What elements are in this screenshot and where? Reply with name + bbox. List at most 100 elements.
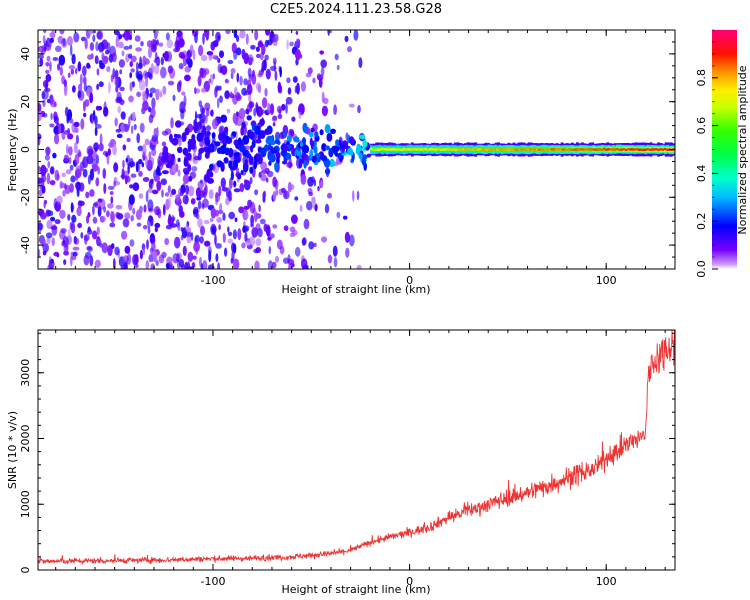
heatmap-cell: [644, 148, 648, 151]
heatmap-cell: [101, 242, 109, 254]
heatmap-cell: [173, 133, 178, 138]
heatmap-cell: [147, 226, 151, 235]
heatmap-cell: [262, 196, 266, 203]
heatmap-cell: [152, 39, 157, 47]
heatmap-cell: [370, 147, 373, 151]
heatmap-cell: [300, 174, 307, 185]
spectrogram-panel: -100 0 100 -40 -20 0 20 40 Height of straight l…: [6, 29, 676, 296]
heatmap-cell: [65, 144, 69, 155]
heatmap-cell: [183, 150, 189, 155]
heatmap-cell: [265, 224, 271, 236]
heatmap-cell: [319, 129, 324, 136]
heatmap-cell: [138, 158, 143, 165]
heatmap-cell: [60, 228, 67, 234]
heatmap-cell: [120, 111, 126, 120]
heatmap-cell: [232, 112, 237, 124]
heatmap-cell: [99, 242, 103, 248]
heatmap-cell: [119, 86, 125, 92]
heatmap-cell: [329, 158, 335, 168]
heatmap-cell: [568, 148, 571, 151]
heatmap-cell: [435, 148, 439, 151]
heatmap-cell: [272, 122, 276, 127]
heatmap-cell: [160, 66, 167, 79]
heatmap-cell: [243, 52, 249, 65]
heatmap-cell: [309, 149, 314, 160]
heatmap-cell: [184, 127, 190, 136]
heatmap-cell: [196, 196, 202, 201]
heatmap-cell: [131, 111, 136, 121]
heatmap-cell: [221, 131, 226, 138]
heatmap-cell: [178, 205, 183, 214]
heatmap-cell: [53, 101, 57, 108]
heatmap-cell: [53, 125, 60, 135]
heatmap-cell: [301, 237, 307, 246]
heatmap-cell: [202, 260, 208, 269]
heatmap-cell: [190, 144, 196, 150]
heatmap-cell: [234, 86, 238, 96]
heatmap-cell: [171, 163, 176, 173]
heatmap-cell: [149, 87, 157, 94]
heatmap-cell: [264, 128, 271, 135]
heatmap-cell: [45, 73, 52, 83]
heatmap-cell: [59, 180, 63, 190]
heatmap-cell: [246, 115, 252, 121]
heatmap-cell: [123, 262, 128, 269]
heatmap-cell: [153, 128, 158, 136]
heatmap-cell: [39, 47, 42, 53]
heatmap-cell: [218, 185, 222, 197]
heatmap-cell: [251, 139, 256, 148]
heatmap-cell: [54, 169, 60, 181]
heatmap-cell: [167, 185, 171, 194]
heatmap-cell: [470, 148, 473, 151]
heatmap-cell: [219, 95, 223, 103]
heatmap-cell: [149, 92, 153, 98]
heatmap-cell: [314, 131, 319, 138]
heatmap-cell: [53, 115, 59, 124]
heatmap-cell: [99, 133, 103, 146]
heatmap-cell: [264, 88, 268, 97]
heatmap-cell: [614, 148, 617, 151]
heatmap-cell: [110, 196, 114, 204]
heatmap-cell: [308, 166, 313, 171]
heatmap-cell: [42, 113, 48, 118]
heatmap-cell: [282, 257, 290, 264]
heatmap-cell: [294, 196, 299, 201]
heatmap-cell: [138, 209, 142, 214]
heatmap-cell: [544, 148, 547, 151]
heatmap-cell: [254, 139, 262, 144]
heatmap-cell: [265, 30, 271, 36]
heatmap-cell: [127, 163, 130, 175]
heatmap-cell: [119, 99, 125, 106]
heatmap-cell: [274, 70, 278, 81]
heatmap-cell: [260, 173, 267, 182]
heatmap-cell: [257, 40, 263, 48]
heatmap-cell: [490, 148, 493, 151]
heatmap-cell: [174, 40, 180, 50]
heatmap-cell: [109, 191, 114, 195]
heatmap-cell: [253, 159, 258, 170]
heatmap-cell: [485, 148, 489, 151]
heatmap-cell: [167, 80, 175, 86]
heatmap-cell: [86, 215, 90, 224]
heatmap-cell: [253, 108, 257, 117]
heatmap-cell: [157, 208, 162, 219]
heatmap-cell: [38, 222, 44, 231]
heatmap-cell: [327, 254, 333, 264]
heatmap-cell: [227, 238, 233, 244]
heatmap-cell: [156, 180, 162, 191]
heatmap-cell: [233, 188, 241, 193]
heatmap-cell: [192, 255, 197, 260]
heatmap-cell: [179, 101, 186, 113]
heatmap-cell: [657, 148, 661, 152]
heatmap-cell: [111, 52, 117, 63]
heatmap-cell: [163, 153, 169, 163]
heatmap-cell: [288, 157, 292, 169]
heatmap-cell: [128, 116, 131, 128]
heatmap-cell: [260, 110, 264, 116]
heatmap-cell: [311, 155, 317, 163]
heatmap-cell: [295, 49, 301, 61]
heatmap-cell: [542, 148, 545, 151]
heatmap-cell: [147, 106, 152, 113]
heatmap-cell: [389, 148, 393, 151]
